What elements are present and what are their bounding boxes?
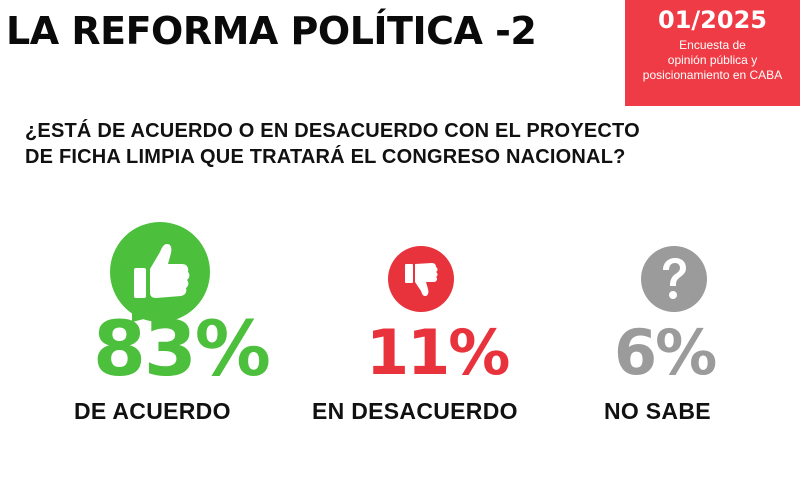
thumbs-up-icon (110, 222, 210, 322)
thumbs-up-icon-cuff (134, 268, 146, 298)
disagree-percentage: 11% (366, 316, 510, 389)
agree-percentage: 83% (93, 304, 271, 393)
survey-question-line-2: DE FICHA LIMPIA QUE TRATARÁ EL CONGRESO … (25, 146, 626, 168)
thumbs-up-icon-hand (150, 244, 190, 298)
survey-description-line-3: posicionamiento en CABA (642, 68, 783, 82)
survey-badge: 01/2025 Encuesta de opinión pública y po… (625, 0, 800, 106)
agree-label: DE ACUERDO (74, 398, 231, 424)
question-mark-icon-dot (669, 291, 677, 299)
thumbs-down-icon (388, 246, 454, 312)
thumbs-up-icon-tail (132, 308, 148, 322)
survey-question-line-1: ¿ESTÁ DE ACUERDO O EN DESACUERDO CON EL … (25, 120, 640, 142)
survey-question: ¿ESTÁ DE ACUERDO O EN DESACUERDO CON EL … (25, 118, 765, 170)
unknown-percentage: 6% (614, 316, 717, 389)
survey-description-line-2: opinión pública y (667, 53, 758, 67)
page-title: LA REFORMA POLÍTICA -2 (6, 9, 537, 53)
survey-date: 01/2025 (658, 6, 767, 34)
disagree-label: EN DESACUERDO (312, 398, 518, 424)
question-mark-icon (641, 246, 707, 312)
unknown-label: NO SABE (604, 398, 711, 424)
thumbs-down-icon-cuff (405, 264, 413, 283)
survey-description-line-1: Encuesta de (679, 38, 746, 52)
survey-description: Encuesta de opinión pública y posicionam… (625, 38, 800, 83)
thumbs-down-icon-hand (415, 263, 438, 296)
question-mark-icon-glyph (663, 258, 686, 286)
